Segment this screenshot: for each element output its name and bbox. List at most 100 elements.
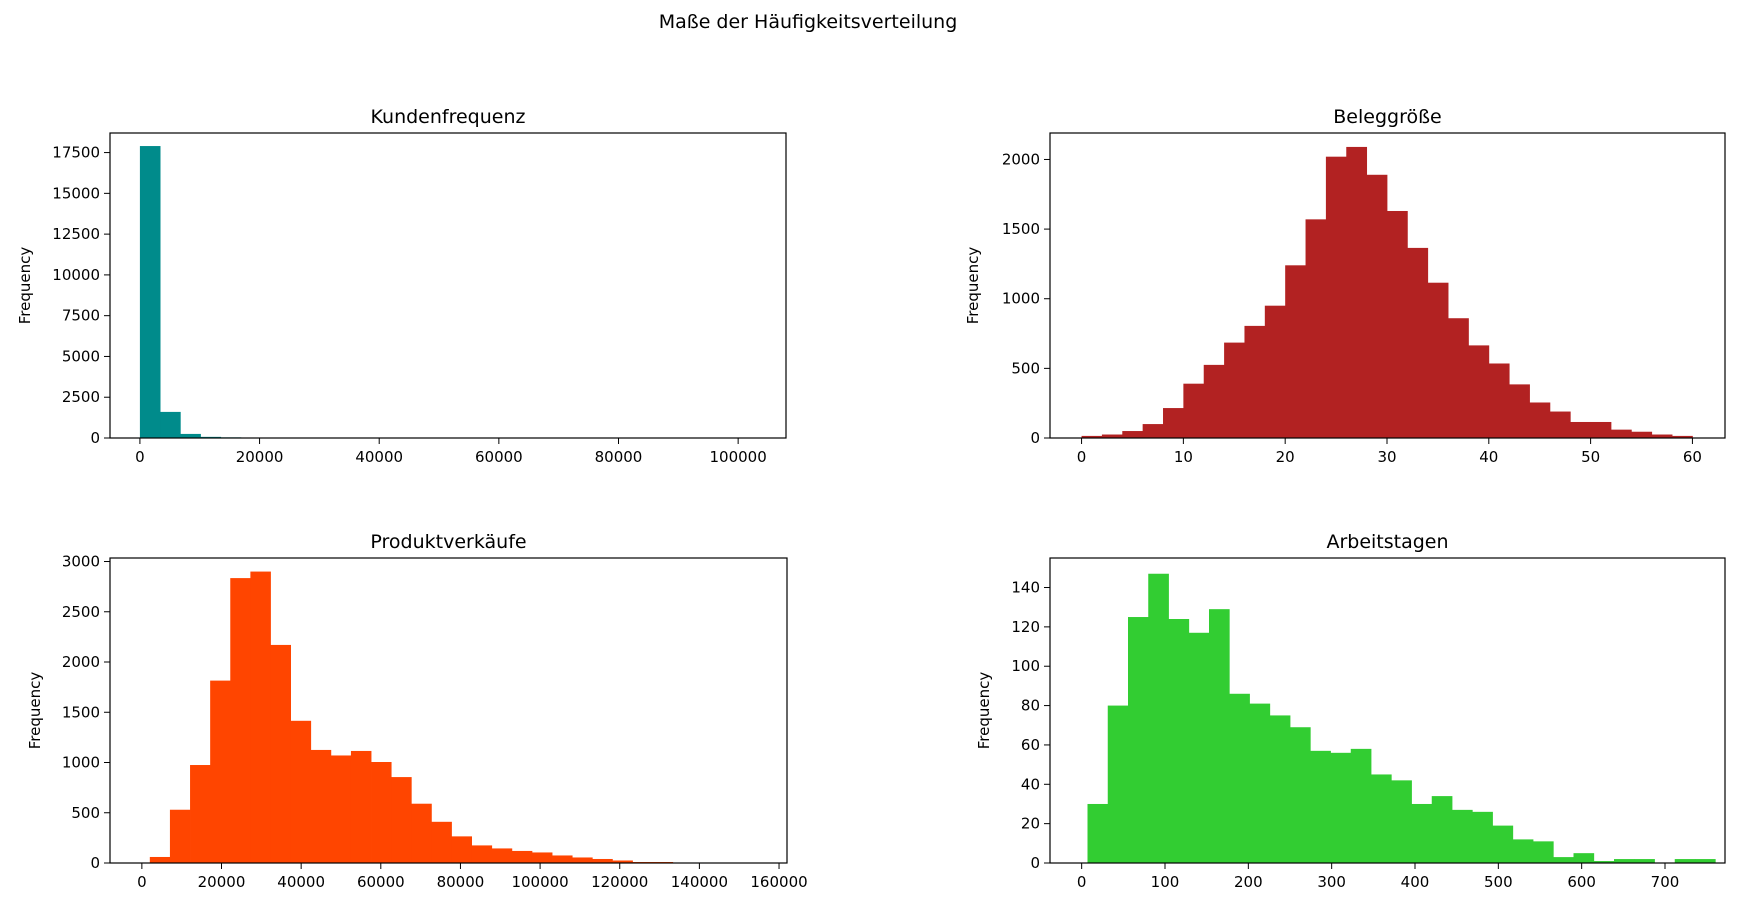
x-tick-label: 160000 [750,873,807,891]
x-tick-label: 300 [1317,873,1346,891]
histogram-bar [1310,750,1331,863]
y-axis-label: Frequency [26,672,44,750]
histogram-bar [1264,305,1286,438]
histogram-bar [592,858,613,863]
y-tick-label: 15000 [52,184,100,202]
x-tick-label: 0 [137,873,147,891]
histogram-bar [1614,859,1635,863]
histogram-bar [1529,402,1551,438]
y-tick-label: 2500 [62,388,100,406]
x-tick-label: 60 [1683,448,1702,466]
histogram-bar [1610,429,1632,438]
y-tick-label: 10000 [52,266,100,284]
histogram-panel-3: 0 20000 40000 60000 80000 100000 120000 140000 1… [26,531,808,891]
x-tick-label: 20 [1276,448,1295,466]
y-tick-label: 5000 [62,347,100,365]
y-axis-label: Frequency [964,247,982,325]
histogram-bar [431,821,452,863]
histogram-bar [1148,573,1169,863]
y-tick-label: 2000 [62,653,100,671]
histogram-panel-2: 0 10 20 30 40 50 60 0 500 1000 1500 2000 Beleggröße F… [964,106,1726,466]
x-tick-label: 40000 [355,448,403,466]
y-tick-label: 140 [1011,579,1040,597]
y-tick-label: 40 [1021,775,1040,793]
histogram-bar [411,803,432,863]
x-tick-label: 100 [1151,873,1180,891]
histogram-bar [1488,363,1510,438]
y-tick-label: 0 [1030,854,1040,872]
histogram-bar [1366,174,1388,438]
histogram-bar [1203,364,1225,438]
plot-frame [109,557,788,864]
histogram-bar [1570,421,1592,438]
histogram-bar [1651,434,1673,438]
x-tick-label: 700 [1651,873,1680,891]
plot-frame [1049,557,1726,864]
histogram-bar [350,750,372,863]
y-tick-label: 500 [71,804,100,822]
histogram-bar [1244,325,1266,438]
histogram-panel-4: 0 100 200 300 400 500 600 700 0 20 40 60 80 100 120 140… [975,531,1726,891]
y-tick-label: 60 [1021,736,1040,754]
histogram-bar [1087,803,1109,863]
y-tick-label: 20 [1021,815,1040,833]
histogram-bar [612,860,633,863]
x-tick-label: 30 [1377,448,1396,466]
histogram-bar [1509,384,1530,438]
histogram-bar [1391,780,1412,863]
histogram-bar [1305,219,1327,438]
x-tick-label: 500 [1484,873,1513,891]
histogram-bar [1285,265,1306,438]
histogram-bar [1407,247,1429,438]
histogram-bar [1290,727,1311,863]
histogram-bar [1674,859,1696,863]
histogram-bar [1590,421,1612,438]
histogram-bar [1128,617,1149,863]
histogram-bar [1346,146,1368,438]
histogram-bar [491,848,513,863]
histogram-bar [1468,345,1490,438]
y-tick-label: 7500 [62,307,100,325]
histogram-bar [1163,408,1184,438]
x-tick-label: 0 [1077,448,1087,466]
histogram-bar [1512,839,1534,863]
y-tick-label: 0 [90,429,100,447]
histogram-bar [1101,434,1123,438]
histogram-bar [511,850,533,863]
histogram-bar [1183,383,1205,438]
y-tick-label: 0 [90,854,100,872]
histogram-bar [1188,632,1210,863]
histogram-bar [1695,859,1716,863]
y-tick-label: 12500 [52,225,100,243]
y-tick-label: 1500 [1002,220,1040,238]
y-tick-label: 1000 [62,754,100,772]
histogram-bar [552,855,573,863]
figure-suptitle: Maße der Häufigkeitsverteilung [659,11,958,33]
histogram-bar [371,762,392,863]
histogram-bar [1631,431,1653,438]
x-tick-label: 50 [1581,448,1600,466]
y-tick-label: 120 [1011,618,1040,636]
histogram-bar [1533,841,1554,863]
histogram-bar [330,755,352,863]
y-tick-label: 2000 [1002,150,1040,168]
y-tick-label: 1000 [1002,290,1040,308]
histogram-bar [210,680,231,863]
histogram-bar [290,720,312,863]
histogram-bar [1122,431,1144,438]
histogram-bar [1330,752,1352,863]
histogram-bar [169,809,191,863]
histogram-bar [1209,609,1230,863]
histogram-bar [1672,435,1693,438]
histogram-bar [1492,825,1514,863]
plot-frame [1049,132,1726,439]
y-tick-label: 1500 [62,703,100,721]
histogram-panel-1: 0 20000 40000 60000 80000 100000 0 2500 5000 7500… [16,106,787,466]
x-tick-label: 40 [1479,448,1498,466]
histogram-bar [270,644,291,863]
histogram-bar [1229,693,1250,863]
x-tick-label: 20000 [198,873,246,891]
histogram-bar [139,146,161,439]
x-tick-label: 200 [1234,873,1263,891]
